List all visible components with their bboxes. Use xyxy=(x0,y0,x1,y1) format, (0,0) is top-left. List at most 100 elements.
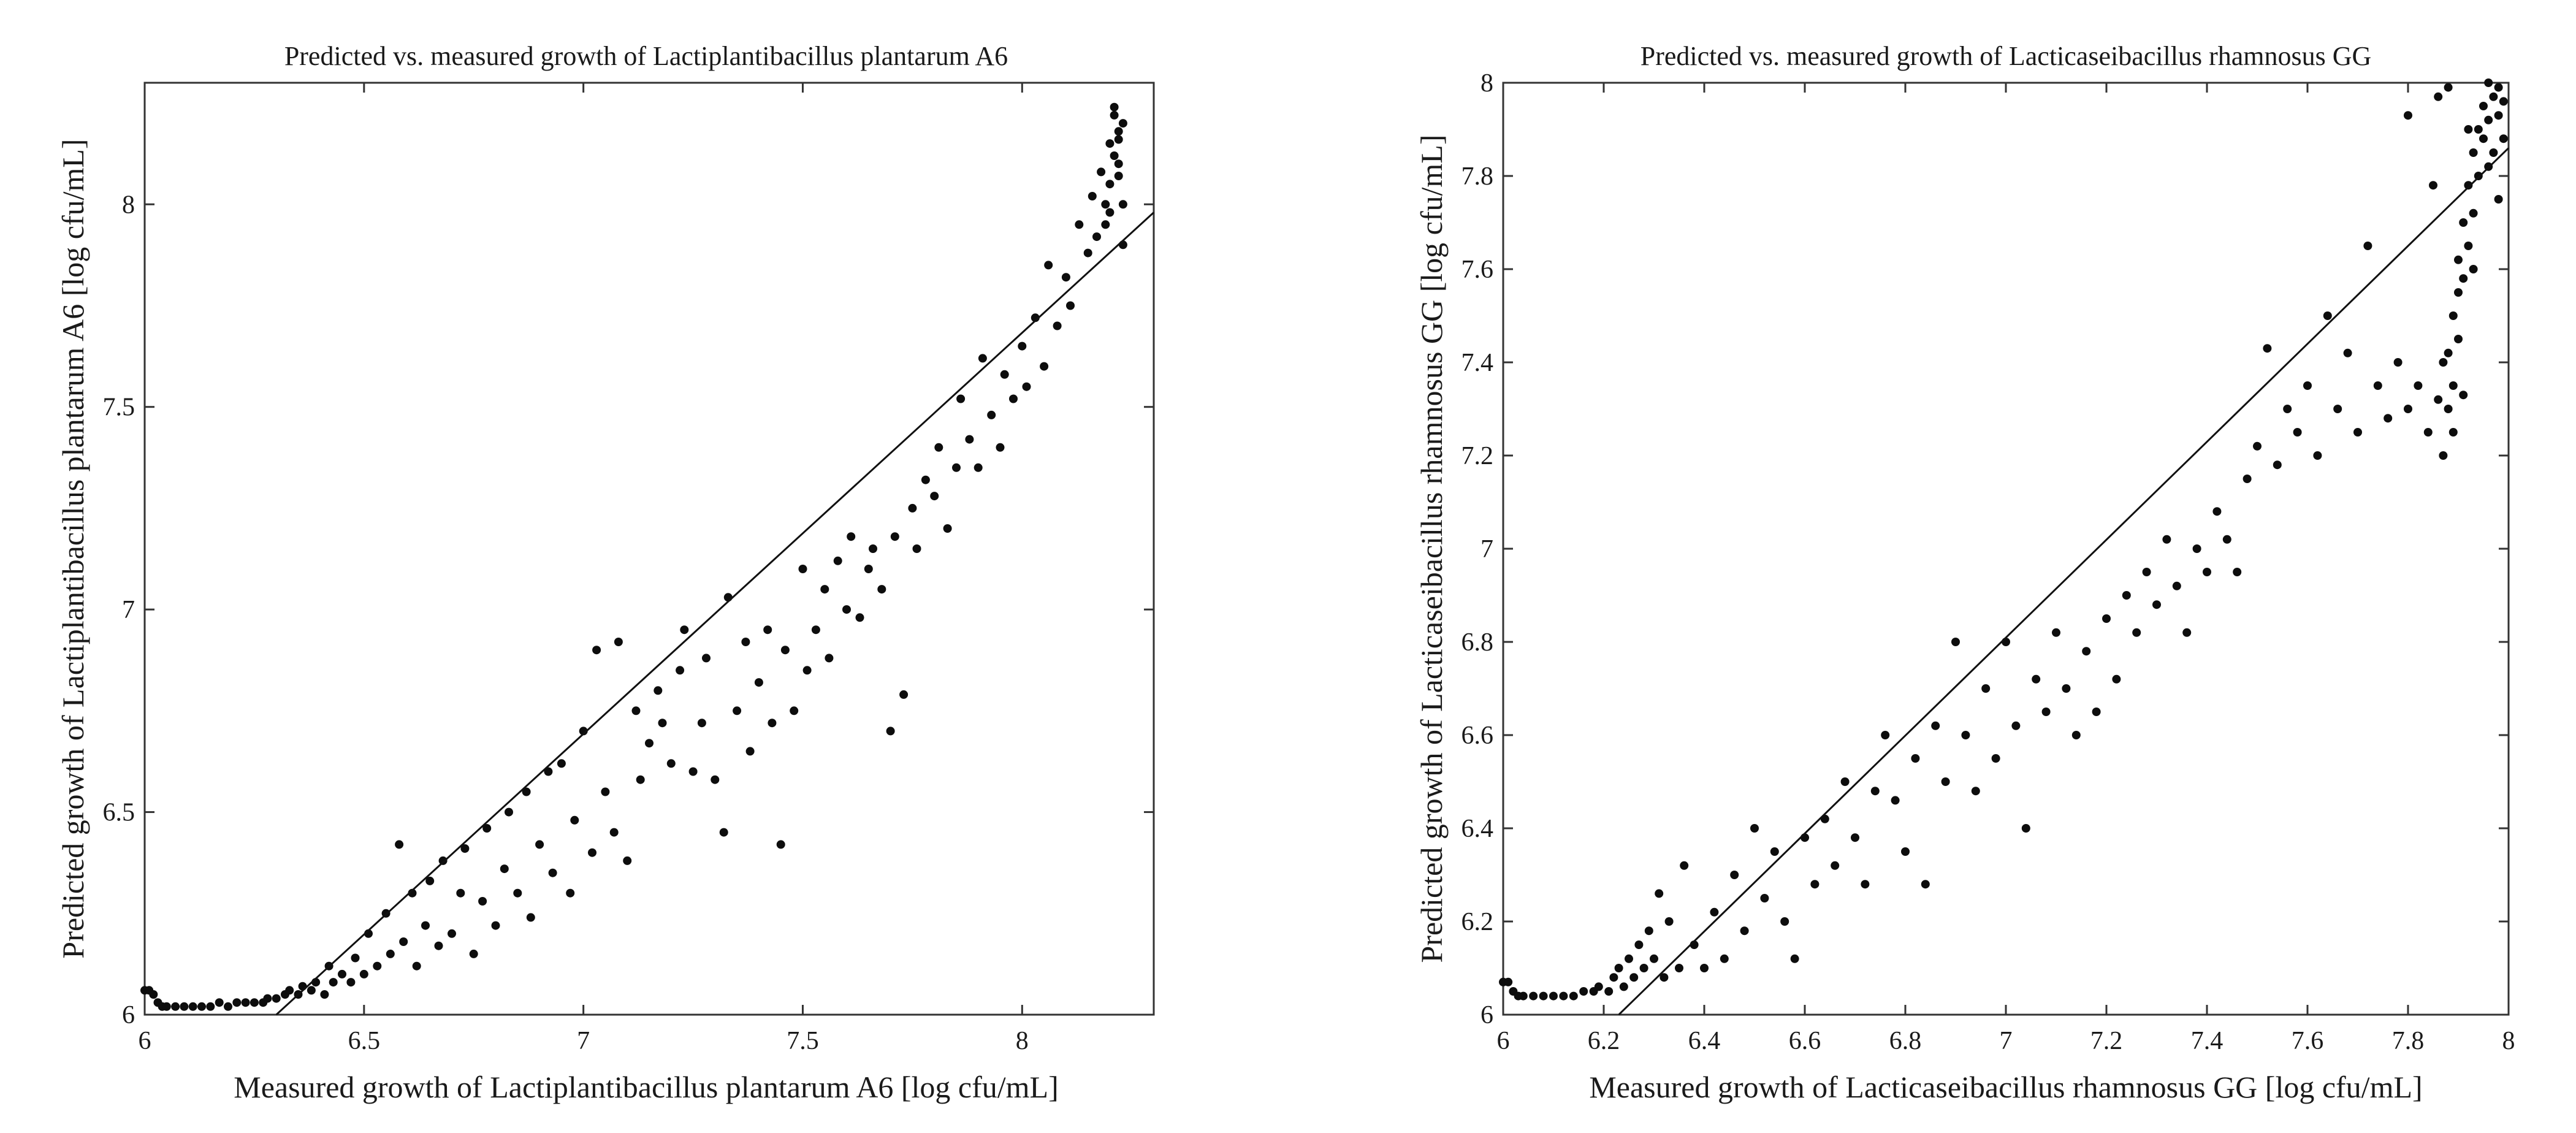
data-point xyxy=(2439,358,2448,367)
x-tick-label: 7 xyxy=(577,1027,590,1055)
data-point xyxy=(1000,370,1009,379)
data-point xyxy=(180,1002,189,1011)
data-point xyxy=(2454,335,2463,343)
data-point xyxy=(1760,894,1769,902)
data-point xyxy=(224,1002,232,1011)
data-point xyxy=(2499,134,2508,143)
data-point xyxy=(2404,405,2412,413)
data-point xyxy=(855,613,864,622)
data-point xyxy=(1831,861,1840,870)
data-point xyxy=(711,775,720,784)
data-point xyxy=(1634,940,1644,949)
data-point xyxy=(1790,954,1799,963)
data-point xyxy=(456,888,465,898)
data-point xyxy=(2222,535,2231,544)
axis-ticks: 6 6.2 6.4 6.6 6.8 7 7.2 7.4 7.6 7.8 8 6 6.2 6.4 6.6 6.8… xyxy=(1461,69,2515,1055)
data-point xyxy=(434,941,443,950)
data-point xyxy=(557,759,566,768)
data-point xyxy=(2253,441,2262,451)
data-point xyxy=(1053,321,1062,330)
data-point xyxy=(2464,181,2473,190)
data-point xyxy=(399,937,408,946)
data-point xyxy=(676,666,685,675)
data-point xyxy=(2092,708,2101,716)
data-point xyxy=(952,463,961,472)
data-point xyxy=(588,848,596,857)
data-point xyxy=(869,544,877,553)
data-point xyxy=(1101,200,1110,209)
data-point xyxy=(1022,382,1031,391)
data-point xyxy=(1951,638,1960,646)
data-point xyxy=(745,747,755,756)
data-point xyxy=(1680,861,1689,870)
data-point xyxy=(1539,991,1548,1001)
data-point xyxy=(1504,977,1513,986)
data-point xyxy=(1105,139,1115,148)
data-point xyxy=(1118,200,1127,209)
y-axis-label: Predicted growth of Lactiplantibacillus … xyxy=(56,139,90,958)
y-tick-label: 7.5 xyxy=(103,394,135,422)
data-point xyxy=(2062,684,2071,693)
data-point xyxy=(1730,871,1739,879)
plot-frame xyxy=(143,82,1155,1016)
data-point xyxy=(1105,180,1115,189)
y-tick-label: 6 xyxy=(1480,1001,1493,1029)
data-point xyxy=(460,844,470,853)
data-point xyxy=(1110,110,1119,120)
data-point xyxy=(987,410,996,419)
data-point xyxy=(2434,395,2443,404)
x-tick-label: 7.8 xyxy=(2392,1027,2425,1055)
data-point xyxy=(842,605,851,614)
data-point xyxy=(526,913,535,922)
data-point xyxy=(1114,159,1123,169)
data-point xyxy=(2459,218,2468,227)
y-tick-label: 7.8 xyxy=(1461,162,1494,191)
data-point xyxy=(2444,405,2453,413)
data-point xyxy=(2082,647,2091,656)
data-point xyxy=(666,759,676,768)
x-tick-label: 8 xyxy=(1016,1027,1029,1055)
y-tick-label: 6.4 xyxy=(1461,815,1494,843)
data-point xyxy=(1861,880,1870,889)
data-point xyxy=(1921,880,1930,889)
data-point xyxy=(1810,880,1820,889)
data-point xyxy=(847,532,856,541)
data-point xyxy=(930,492,939,501)
data-point xyxy=(2494,83,2503,92)
data-point xyxy=(776,840,785,849)
scatter-points xyxy=(140,102,1127,1011)
data-point xyxy=(908,503,917,513)
x-tick-label: 7 xyxy=(2000,1027,2013,1055)
data-point xyxy=(2032,674,2041,684)
data-point xyxy=(768,719,777,728)
data-point xyxy=(2203,568,2211,576)
data-point xyxy=(890,532,899,541)
data-point xyxy=(2469,208,2478,218)
data-point xyxy=(482,824,492,833)
data-point xyxy=(250,998,259,1007)
data-point xyxy=(263,994,272,1003)
data-point xyxy=(1901,847,1910,856)
chart-title: Predicted vs. measured growth of Lactipl… xyxy=(284,41,1008,71)
data-point xyxy=(2448,381,2458,390)
data-point xyxy=(149,990,158,999)
data-point xyxy=(408,888,417,898)
data-point xyxy=(2464,125,2473,134)
data-point xyxy=(2439,451,2448,460)
data-point xyxy=(1619,982,1628,991)
data-point xyxy=(1519,991,1528,1001)
data-point xyxy=(623,856,632,865)
data-point xyxy=(1604,987,1614,996)
y-tick-label: 7.2 xyxy=(1461,442,1494,470)
data-point xyxy=(1609,973,1618,982)
data-point xyxy=(1061,273,1070,282)
data-point xyxy=(535,840,544,849)
data-point xyxy=(272,994,281,1003)
data-point xyxy=(1569,991,1578,1001)
data-point xyxy=(491,921,500,930)
data-point xyxy=(2373,381,2382,390)
data-point xyxy=(412,961,421,971)
data-point xyxy=(978,354,987,363)
data-point xyxy=(1614,964,1623,972)
data-point xyxy=(636,775,645,784)
